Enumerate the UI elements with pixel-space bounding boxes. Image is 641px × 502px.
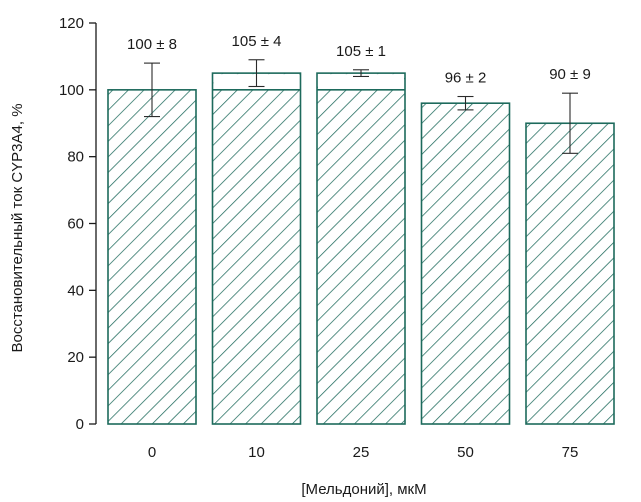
bar-10-fill <box>212 73 301 424</box>
x-tick-label: 25 <box>353 444 370 461</box>
data-label: 105 ± 1 <box>336 43 386 60</box>
bar-25-fill <box>317 73 405 424</box>
data-label: 90 ± 9 <box>549 66 591 83</box>
bar-0-fill <box>108 89 196 424</box>
y-tick-label: 80 <box>67 149 84 166</box>
y-tick-label: 100 <box>59 82 84 99</box>
bar-75-fill <box>526 123 614 424</box>
y-tick-label: 20 <box>67 349 84 366</box>
y-tick-label: 40 <box>67 282 84 299</box>
x-tick-label: 75 <box>562 444 579 461</box>
error-bars <box>144 59 578 154</box>
x-axis-label: [Мельдоний], мкМ <box>301 481 426 498</box>
x-tick-labels: 0 10 25 50 75 <box>148 444 579 461</box>
x-tick-label: 10 <box>248 444 265 461</box>
data-label: 100 ± 8 <box>127 36 177 53</box>
y-tick-label: 120 <box>59 15 84 32</box>
bar-excess-area <box>318 74 404 90</box>
x-tick-label: 0 <box>148 444 156 461</box>
data-label: 96 ± 2 <box>445 70 487 87</box>
bar-50-fill <box>421 103 510 424</box>
y-ticks: 0 20 40 60 80 100 120 <box>59 15 96 433</box>
data-labels: 100 ± 8 105 ± 4 105 ± 1 96 ± 2 90 ± 9 <box>127 33 591 87</box>
y-tick-label: 0 <box>76 416 84 433</box>
x-tick-label: 50 <box>457 444 474 461</box>
y-axis-label: Восстановительный ток CYP3A4, % <box>9 103 26 352</box>
bars <box>107 72 615 425</box>
data-label: 105 ± 4 <box>232 33 282 50</box>
y-tick-label: 60 <box>67 216 84 233</box>
